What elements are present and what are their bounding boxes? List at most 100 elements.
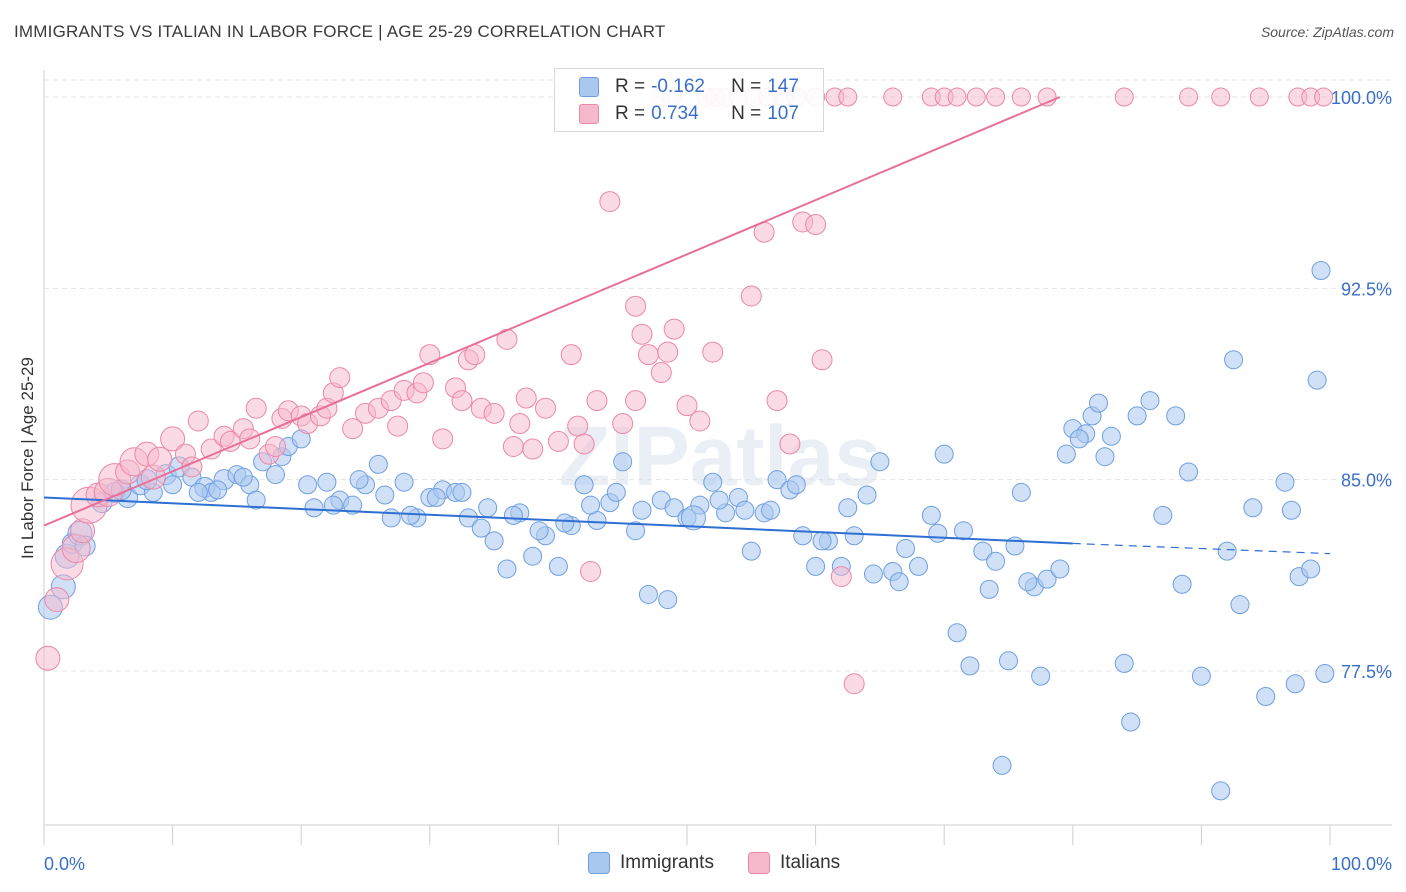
legend-n-value: 107	[767, 103, 799, 124]
immigrants-point	[548, 556, 568, 576]
y-axis-label: In Labor Force | Age 25-29	[18, 357, 37, 559]
italians-point	[663, 318, 685, 340]
immigrants-point	[761, 500, 781, 520]
legend-item-italians[interactable]: Italians	[747, 852, 840, 874]
italians-point	[567, 415, 589, 437]
immigrants-point	[767, 470, 787, 490]
italians-point	[612, 413, 634, 435]
immigrants-point	[343, 495, 363, 515]
immigrants-point	[471, 518, 491, 538]
immigrants-point	[947, 623, 967, 643]
italians-point	[522, 438, 544, 460]
immigrants-point	[928, 523, 948, 543]
immigrants-point	[680, 505, 706, 531]
immigrants-point	[1281, 500, 1301, 520]
immigrants-point	[1031, 666, 1051, 686]
immigrants-point	[953, 521, 973, 541]
immigrants-point	[381, 508, 401, 528]
immigrants-point	[1037, 569, 1057, 589]
immigrants-point	[986, 551, 1006, 571]
italians-point	[560, 344, 582, 366]
immigrants-point	[1050, 559, 1070, 579]
immigrants-point	[921, 505, 941, 525]
immigrants-point	[304, 498, 324, 518]
immigrants-point	[452, 482, 472, 502]
immigrants-point	[1101, 426, 1121, 446]
italians-point	[245, 397, 267, 419]
y-tick-label: 85.0%	[1341, 471, 1392, 491]
immigrants-point	[889, 572, 909, 592]
italians-point	[625, 295, 647, 317]
legend-item-immigrants[interactable]: Immigrants	[588, 852, 714, 874]
immigrants-point	[664, 498, 684, 518]
italians-point	[766, 390, 788, 412]
immigrants-point	[613, 452, 633, 472]
immigrants-point	[870, 452, 890, 472]
italians-point	[509, 413, 531, 435]
italians-point	[1114, 87, 1134, 107]
immigrants-point	[298, 475, 318, 495]
immigrants-point	[812, 531, 832, 551]
italians-swatch	[747, 852, 770, 874]
immigrants-trend-extension	[1072, 542, 1331, 555]
source-label: Source: ZipAtlas.com	[1260, 24, 1394, 40]
italians-point	[657, 341, 679, 363]
italians-point	[650, 362, 672, 384]
legend-r-label: R =	[615, 103, 646, 124]
legend-n-label: N =	[731, 103, 762, 124]
legend-r-value: 0.734	[651, 103, 699, 124]
immigrants-point	[1127, 406, 1147, 426]
legend-n-label: N =	[731, 76, 762, 97]
immigrants-point	[1089, 393, 1109, 413]
italians-point	[342, 418, 364, 440]
immigrants-point	[999, 651, 1018, 671]
immigrants-point	[503, 505, 523, 525]
immigrants-point	[163, 475, 183, 495]
series-legend: Immigrants Italians	[588, 852, 874, 874]
y-tick-label: 92.5%	[1341, 279, 1392, 299]
immigrants-point	[863, 564, 883, 584]
immigrants-point	[1011, 482, 1031, 502]
immigrants-point	[658, 590, 678, 610]
immigrants-point	[735, 500, 755, 520]
immigrants-swatch	[588, 852, 610, 874]
legend-swatch-blue	[579, 77, 599, 97]
y-tick-labels: 77.5% 85.0% 92.5% 100.0%	[1331, 88, 1392, 682]
immigrants-point	[896, 539, 916, 559]
immigrants-point	[368, 454, 388, 474]
italians-points	[35, 87, 1334, 695]
italians-point	[515, 387, 537, 409]
immigrants-point	[233, 467, 253, 487]
immigrants-point	[1172, 574, 1192, 594]
legend-swatch-pink	[579, 104, 599, 124]
x-tick-labels: 0.0% 100.0%	[44, 854, 1392, 874]
immigrants-point	[1224, 350, 1244, 370]
italians-point	[187, 410, 209, 432]
legend-n-value: 147	[767, 76, 799, 97]
immigrants-point	[581, 495, 601, 515]
immigrants-points	[37, 260, 1335, 801]
immigrants-point	[844, 526, 864, 546]
italians-point	[838, 87, 858, 107]
italians-point	[451, 390, 473, 412]
immigrants-point	[786, 475, 806, 495]
italians-point	[160, 426, 186, 452]
italians-point	[1179, 87, 1199, 107]
immigrants-point	[188, 482, 208, 502]
immigrants-point	[1121, 712, 1141, 732]
italians-point	[147, 446, 173, 472]
italians-point	[483, 402, 505, 424]
chart-title: IMMIGRANTS VS ITALIAN IN LABOR FORCE | A…	[14, 22, 666, 41]
italians-point	[412, 372, 434, 394]
italians-point	[625, 390, 647, 412]
immigrants-point	[806, 556, 826, 576]
y-tick-label: 100.0%	[1331, 88, 1392, 108]
italians-point	[843, 673, 865, 695]
legend-r-value: -0.162	[651, 76, 705, 97]
italians-point	[740, 285, 762, 307]
immigrants-point	[484, 531, 504, 551]
italians-point	[811, 349, 833, 371]
italians-point	[599, 191, 621, 213]
immigrants-point	[523, 546, 543, 566]
x-tick-label: 100.0%	[1331, 854, 1392, 874]
